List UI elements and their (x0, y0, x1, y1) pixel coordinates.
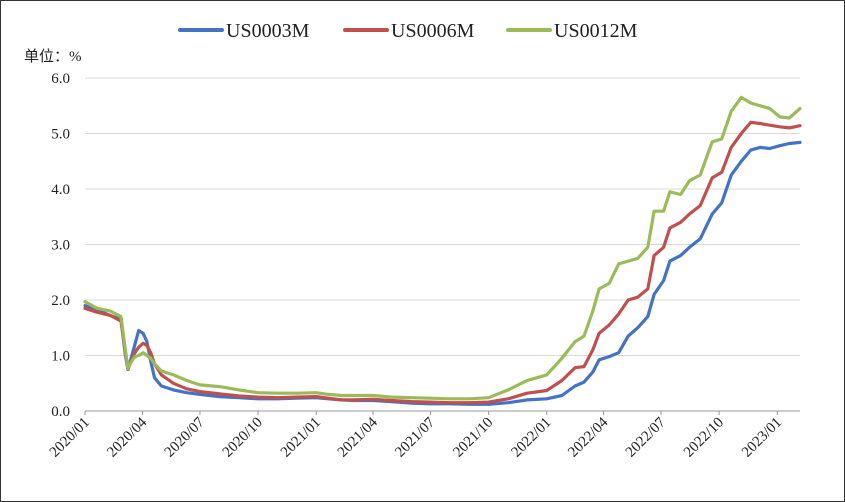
legend-label: US0012M (554, 20, 638, 42)
x-tick-label: 2020/07 (162, 414, 208, 460)
x-tick-label: 2022/01 (508, 415, 554, 461)
series-line-us0012m (83, 95, 802, 401)
x-tick-label: 2020/04 (104, 414, 150, 460)
x-tick-label: 2021/04 (335, 414, 381, 460)
y-axis-ticks: 0.0 1.0 2.0 3.0 4.0 5.0 6.0 (51, 71, 70, 420)
y-tick-label: 6.0 (51, 71, 70, 87)
gridlines (85, 77, 800, 412)
x-tick-label: 2022/10 (681, 415, 727, 461)
legend-label: US0003M (226, 20, 310, 42)
x-tick-label: 2021/01 (278, 415, 324, 461)
x-tick-label: 2022/04 (565, 414, 611, 460)
y-tick-label: 5.0 (51, 127, 70, 143)
y-tick-label: 0.0 (51, 404, 70, 420)
legend-label: US0006M (391, 20, 475, 42)
legend: US0003M US0006M US0012M (178, 20, 638, 42)
x-tick-label: 2020/01 (47, 415, 93, 461)
series-line-us0006m (83, 120, 802, 405)
series-lines (83, 95, 802, 406)
series-line-us0003m (83, 140, 802, 406)
y-axis-unit-label: 单位：% (24, 48, 82, 65)
y-tick-label: 3.0 (51, 238, 70, 254)
y-tick-label: 2.0 (51, 293, 70, 309)
x-tick-label: 2021/07 (392, 414, 438, 460)
y-tick-label: 4.0 (51, 182, 70, 198)
x-tick-label: 2021/10 (450, 415, 496, 461)
x-tick-label: 2023/01 (739, 415, 785, 461)
x-tick-label: 2020/10 (220, 415, 266, 461)
x-tick-label: 2022/07 (623, 414, 669, 460)
x-axis-ticks: 2020/01 2020/04 2020/07 2020/10 2021/01 2021/… (47, 411, 785, 461)
y-tick-label: 1.0 (51, 349, 70, 365)
